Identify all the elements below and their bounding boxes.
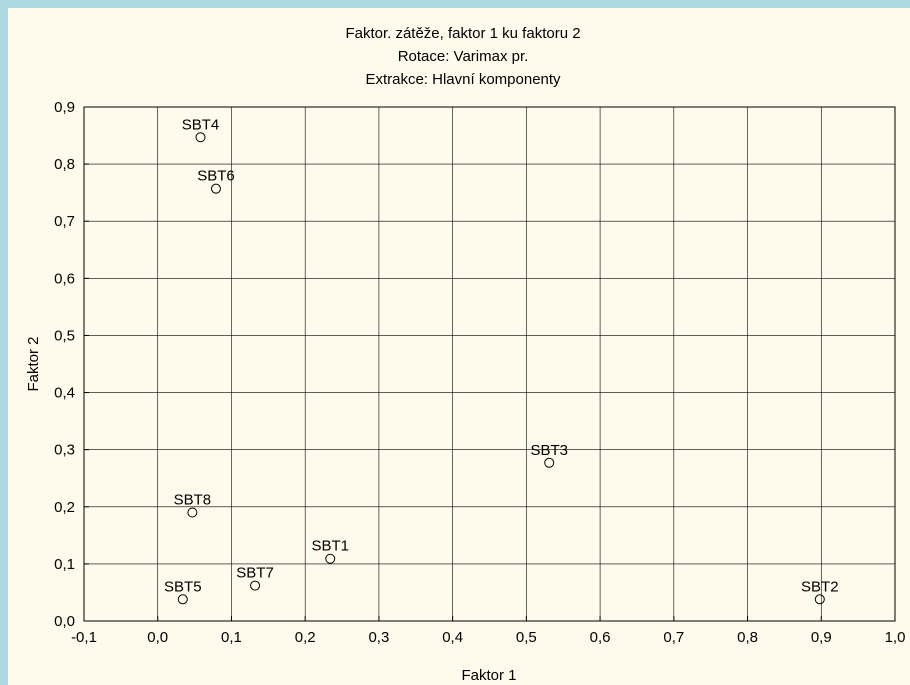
y-tick-label: 0,4 <box>54 385 75 402</box>
data-points: SBT1 SBT2 SBT3 SBT4 SBT5 SBT6 SBT7 SBT8 <box>164 116 839 605</box>
data-point-label: SBT7 <box>236 565 274 582</box>
chart-title-line-3: Extrakce: Hlavní komponenty <box>365 71 561 88</box>
y-tick-label: 0,3 <box>54 442 75 459</box>
y-tick-label: 0,5 <box>54 327 75 344</box>
y-tick-label: 0,7 <box>54 213 75 230</box>
data-point-marker <box>177 594 188 605</box>
x-tick-label: 0,1 <box>221 629 242 646</box>
y-tick-label: 0,6 <box>54 270 75 287</box>
grid-lines <box>84 107 895 621</box>
x-tick-label: 0,5 <box>516 629 537 646</box>
chart-title-line-1: Faktor. zátěže, faktor 1 ku faktoru 2 <box>345 25 580 42</box>
x-tick-label: 0,6 <box>590 629 611 646</box>
plot-area <box>83 106 896 622</box>
data-point-label: SBT1 <box>311 538 349 555</box>
y-axis-label: Faktor 2 <box>25 336 42 391</box>
data-point-marker <box>210 183 221 194</box>
data-point-label: SBT8 <box>174 491 212 508</box>
chart-title-line-2: Rotace: Varimax pr. <box>398 48 529 65</box>
x-axis-label: Faktor 1 <box>461 667 516 684</box>
data-point-marker <box>187 507 198 518</box>
data-point-marker <box>250 580 261 591</box>
chart-panel <box>8 8 910 685</box>
x-tick-label: -0,1 <box>71 629 97 646</box>
x-tick-label: 0,7 <box>663 629 684 646</box>
data-point-label: SBT6 <box>197 168 235 185</box>
y-tick-label: 0,2 <box>54 499 75 516</box>
y-tick-label: 0,0 <box>54 613 75 630</box>
data-point-label: SBT5 <box>164 578 202 595</box>
data-point-marker <box>544 457 555 468</box>
x-tick-label: 0,2 <box>295 629 316 646</box>
y-tick-label: 0,9 <box>54 99 75 116</box>
data-point-marker <box>814 594 825 605</box>
y-axis-ticks: 0,0 0,1 0,2 0,3 0,4 0,5 0,6 0,7 0,8 0,9 <box>54 99 89 630</box>
data-point-label: SBT3 <box>530 442 568 459</box>
x-tick-label: 0,9 <box>811 629 832 646</box>
x-tick-label: 0,3 <box>368 629 389 646</box>
y-tick-label: 0,8 <box>54 156 75 173</box>
x-axis-ticks: -0,1 0,0 0,1 0,2 0,3 0,4 0,5 0,6 0,7 0,8 0,9 1,0 <box>71 616 905 646</box>
y-tick-label: 0,1 <box>54 556 75 573</box>
x-tick-label: 0,8 <box>737 629 758 646</box>
data-point-label: SBT4 <box>182 116 220 133</box>
x-tick-label: 1,0 <box>885 629 906 646</box>
data-point-marker <box>195 132 206 143</box>
data-point-marker <box>325 553 336 564</box>
x-tick-label: 0,4 <box>442 629 463 646</box>
data-point-label: SBT2 <box>801 578 839 595</box>
x-tick-label: 0,0 <box>147 629 168 646</box>
